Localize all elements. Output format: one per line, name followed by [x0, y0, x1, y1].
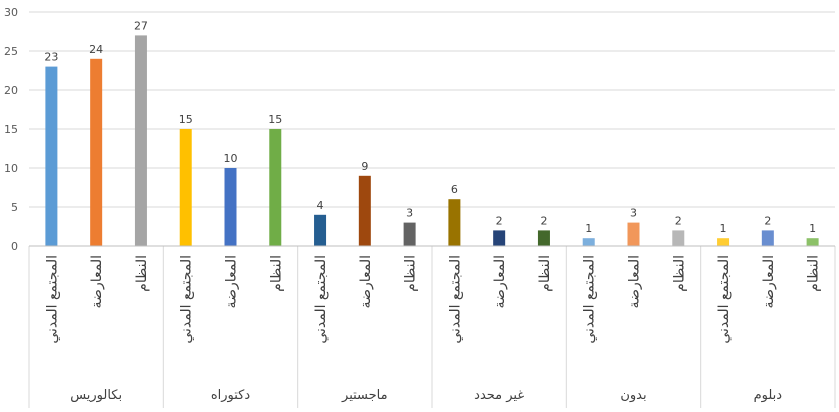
data-label: 3: [406, 207, 413, 220]
data-label: 2: [496, 214, 503, 227]
category-label: المجتمع المدني: [716, 255, 732, 344]
bar: [269, 129, 282, 246]
group-label: بدون: [620, 388, 646, 403]
data-label: 9: [361, 160, 368, 173]
y-tick-label: 25: [4, 45, 18, 58]
data-label: 27: [134, 19, 148, 32]
category-label: النظام: [671, 255, 687, 292]
category-label: المجتمع المدني: [179, 255, 195, 344]
data-labels: 23 24 27 15 10 15 4 9 3 6 2 2 1 3 2 1 2 1: [44, 19, 816, 235]
bar: [627, 222, 640, 246]
category-label: المجتمع المدني: [44, 255, 60, 344]
data-label: 4: [317, 199, 324, 212]
data-label: 15: [179, 113, 193, 126]
group-labels: بكالوريس دكتوراه ماجستير غير محدد بدون دبلوم: [70, 388, 782, 403]
category-label: المجتمع المدني: [313, 255, 329, 344]
bar: [224, 168, 237, 246]
category-label: النظام: [403, 255, 419, 292]
category-label: النظام: [537, 255, 553, 292]
bar: [358, 175, 371, 246]
data-label: 2: [540, 214, 547, 227]
bar: [90, 58, 103, 246]
bar: [314, 214, 327, 246]
data-label: 1: [809, 222, 816, 235]
bar: [672, 230, 685, 246]
data-label: 3: [630, 207, 637, 220]
data-label: 6: [451, 183, 458, 196]
y-tick-label: 0: [11, 240, 18, 253]
group-label: دبلوم: [754, 388, 783, 403]
bar: [717, 238, 730, 246]
y-tick-label: 15: [4, 123, 18, 136]
category-labels: المجتمع المدني المعارضة النظام المجتمع المد…: [44, 255, 821, 344]
data-label: 23: [44, 51, 58, 64]
data-label: 15: [268, 113, 282, 126]
bar: [45, 66, 58, 246]
bar: [179, 129, 192, 246]
data-label: 2: [675, 214, 682, 227]
category-label: النظام: [268, 255, 284, 292]
data-label: 24: [89, 43, 103, 56]
axis-lines: [28, 245, 836, 408]
group-label: دكتوراه: [211, 388, 251, 403]
category-label: النظام: [134, 255, 150, 292]
gridlines: [29, 11, 835, 208]
y-axis-tick-labels: 0 5 10 15 20 25 30: [4, 6, 18, 253]
category-label: المجتمع المدني: [582, 255, 598, 344]
bars: [45, 35, 819, 247]
group-label: بكالوريس: [70, 388, 122, 403]
group-label: غير محدد: [474, 388, 524, 403]
data-label: 1: [720, 222, 727, 235]
bar: [761, 230, 774, 246]
data-label: 1: [585, 222, 592, 235]
category-label: المعارضة: [224, 255, 240, 308]
bar: [493, 230, 506, 246]
y-tick-label: 20: [4, 84, 18, 97]
category-label: المعارضة: [761, 255, 777, 308]
bar: [134, 35, 147, 247]
bar: [806, 238, 819, 246]
y-tick-label: 10: [4, 162, 18, 175]
category-label: المعارضة: [627, 255, 643, 308]
category-label: المعارضة: [358, 255, 374, 308]
data-label: 10: [224, 152, 238, 165]
bar: [448, 199, 461, 246]
y-tick-label: 5: [11, 201, 18, 214]
category-label: المعارضة: [492, 255, 508, 308]
category-label: النظام: [806, 255, 822, 292]
category-label: المجتمع المدني: [447, 255, 463, 344]
bar: [403, 222, 416, 246]
category-label: المعارضة: [89, 255, 105, 308]
data-label: 2: [764, 214, 771, 227]
y-tick-label: 30: [4, 6, 18, 19]
group-label: ماجستير: [341, 388, 388, 403]
bar: [537, 230, 550, 246]
bar: [582, 238, 595, 246]
